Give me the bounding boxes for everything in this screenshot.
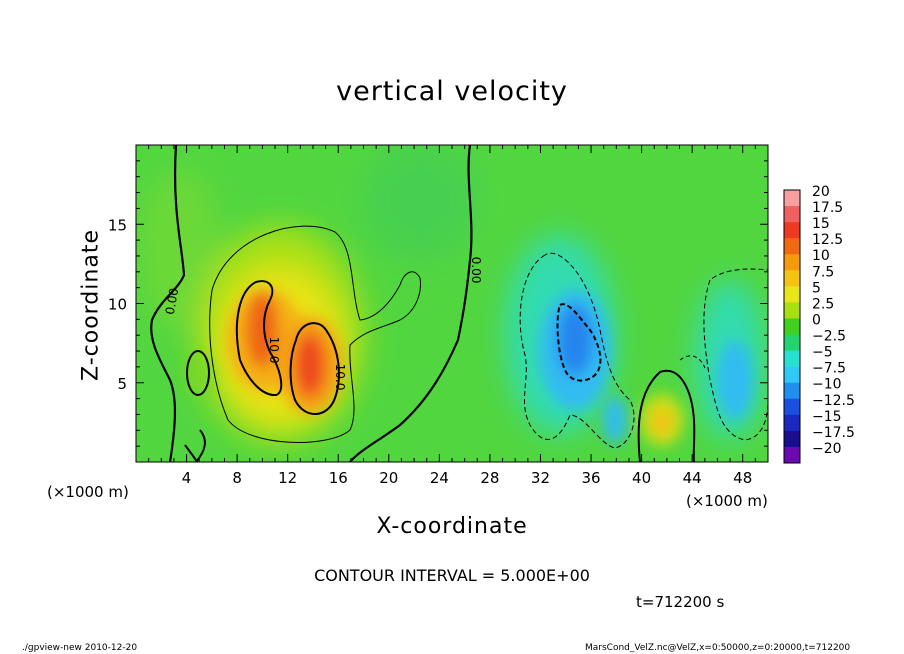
- contour-minus-five: [519, 252, 635, 449]
- colorbar-label: 12.5: [812, 232, 843, 248]
- colorbar-swatch: [784, 350, 800, 368]
- field-blob: [295, 333, 325, 397]
- y-tick-label: 10: [108, 296, 127, 314]
- contour-zero: [150, 145, 186, 462]
- colorbar-swatch: [784, 238, 800, 255]
- contour-minus-five: [703, 268, 768, 441]
- contour-ten: [289, 322, 340, 415]
- colorbar-frame: [783, 189, 801, 464]
- colorbar-label: 5: [812, 280, 821, 296]
- contour-zero: [184, 429, 206, 462]
- contour-ten: [235, 280, 283, 397]
- x-tick-label: 44: [683, 469, 702, 487]
- colorbar-label: −12.5: [812, 393, 855, 409]
- colorbar-label: 0: [812, 312, 821, 328]
- colorbar-swatch: [784, 222, 800, 239]
- contour-zero: [186, 350, 210, 396]
- y-tick-label: 5: [117, 375, 127, 393]
- colorbar-label: −20: [812, 441, 842, 457]
- time-stamp: t=712200 s: [636, 593, 725, 611]
- field-blob: [603, 396, 627, 444]
- colorbar-label: −15: [812, 409, 842, 425]
- colorbar-label: −5: [812, 345, 833, 361]
- x-tick-label: 4: [182, 469, 192, 487]
- colorbar: 2017.51512.5107.552.50−2.5−5−7.5−10−12.5…: [783, 184, 855, 464]
- x-tick-label: 8: [232, 469, 242, 487]
- colorbar-label: −17.5: [812, 425, 855, 441]
- x-tick-label: 32: [531, 469, 550, 487]
- y-axis: 5 10 15: [108, 160, 768, 447]
- x-tick-label: 36: [581, 469, 600, 487]
- field-blob: [717, 340, 753, 420]
- colorbar-swatch: [784, 414, 800, 432]
- colorbar-label: −2.5: [812, 329, 846, 345]
- colorbar-swatch: [784, 430, 800, 448]
- chart-title: vertical velocity: [336, 76, 568, 107]
- x-tick-label: 28: [480, 469, 499, 487]
- field-blob: [650, 408, 674, 436]
- x-tick-label: 48: [733, 469, 752, 487]
- colorbar-swatch: [784, 446, 800, 464]
- x-tick-label: 24: [430, 469, 449, 487]
- x-tick-label: 20: [379, 469, 398, 487]
- colorbar-swatch: [784, 190, 800, 207]
- colorbar-label: −10: [812, 377, 842, 393]
- x-axis-unit: (×1000 m): [686, 492, 768, 510]
- heatmap-field: 0.00 0.00 10.0 10.0: [136, 145, 768, 462]
- colorbar-label: 2.5: [812, 296, 834, 312]
- contour-label: 10.0: [267, 337, 281, 364]
- x-tick-label: 40: [632, 469, 651, 487]
- colorbar-label: −7.5: [812, 361, 846, 377]
- field-blob: [557, 304, 593, 376]
- colorbar-label: 17.5: [812, 200, 843, 216]
- y-tick-label: 15: [108, 216, 127, 234]
- colorbar-label: 7.5: [812, 264, 834, 280]
- contour-zero: [349, 145, 473, 462]
- field-blob: [246, 292, 278, 368]
- contour-label: 10.0: [333, 364, 347, 391]
- colorbar-label: 15: [812, 216, 830, 232]
- contour-interval: CONTOUR INTERVAL = 5.000E+00: [314, 566, 590, 585]
- field-blob: [360, 145, 480, 260]
- x-axis-label: X-coordinate: [376, 514, 528, 539]
- x-tick-label: 12: [278, 469, 297, 487]
- contour-minus-five: [679, 355, 706, 369]
- colorbar-swatch: [784, 334, 800, 351]
- colorbar-swatch: [784, 302, 800, 319]
- field-blob: [188, 355, 212, 395]
- colorbar-swatch: [784, 366, 800, 384]
- colorbar-swatch: [784, 382, 800, 400]
- colorbar-label: 20: [812, 184, 830, 200]
- colorbar-swatch: [784, 286, 800, 303]
- colorbar-swatch: [784, 398, 800, 416]
- colorbar-swatch: [784, 318, 800, 335]
- x-tick-label: 16: [329, 469, 348, 487]
- colorbar-label: 10: [812, 248, 830, 264]
- footer-right: MarsCond_VelZ.nc@VelZ,x=0:50000,z=0:2000…: [585, 643, 851, 653]
- colorbar-swatch: [784, 270, 800, 287]
- y-axis-label: Z-coordinate: [78, 229, 104, 381]
- contour-five: [209, 225, 421, 443]
- field-blob: [140, 170, 220, 330]
- contour-minus-ten: [556, 303, 602, 382]
- contour-label: 0.00: [163, 287, 181, 316]
- footer-left: ./gpview-new 2010-12-20: [22, 643, 138, 653]
- contour-zero: [637, 369, 696, 462]
- colorbar-swatch: [784, 254, 800, 271]
- x-axis: 4 8 12 16 20 24 28 32 36 40 44 48: [148, 145, 756, 487]
- y-axis-unit: (×1000 m): [47, 483, 129, 501]
- colorbar-swatch: [784, 206, 800, 223]
- contour-label: 0.00: [469, 257, 483, 284]
